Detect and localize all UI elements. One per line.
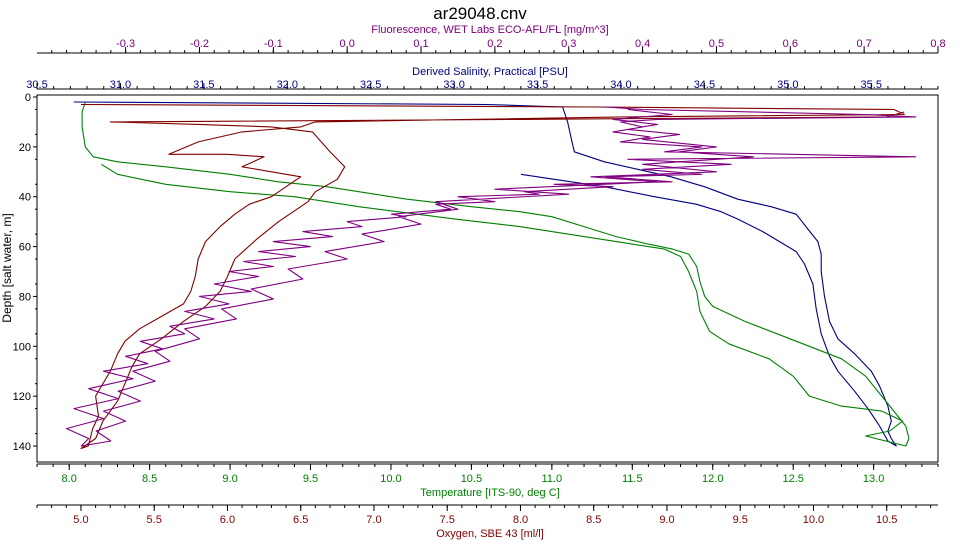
x-axis-title: Oxygen, SBE 43 [ml/l] — [436, 528, 544, 540]
x-tick-label: 8.0 — [513, 514, 528, 526]
x-tick-label: 34.5 — [694, 79, 715, 91]
y-axis: 0 20 40 60 80 100 120 140 — [13, 92, 37, 453]
x-tick-label: 5.5 — [147, 514, 162, 526]
y-tick-label: 0 — [25, 92, 31, 104]
x-tick-label: 10.5 — [876, 514, 897, 526]
plot-area-frame — [36, 94, 939, 463]
x-tick-label: 8.0 — [62, 473, 77, 485]
x-tick-label: 35.0 — [777, 79, 798, 91]
x-tick-label: 0.1 — [413, 38, 428, 50]
x-axis-salinity: 30.5 31.0 31.5 32.0 32.5 33.0 33.5 34.0 34.5 35.0… — [26, 66, 939, 91]
x-tick-label: 10.0 — [380, 473, 401, 485]
x-tick-label: 0.6 — [783, 38, 798, 50]
x-tick-label: 9.0 — [659, 514, 674, 526]
y-tick-label: 40 — [19, 192, 31, 204]
y-axis-label: Depth [salt water, m] — [0, 213, 14, 322]
x-tick-label: 9.0 — [222, 473, 237, 485]
x-tick-label: 6.5 — [293, 514, 308, 526]
series-line-oxygen — [80, 103, 905, 450]
x-tick-label: 9.5 — [303, 473, 318, 485]
x-tick-label: 9.5 — [733, 514, 748, 526]
x-tick-label: 11.5 — [622, 473, 643, 485]
x-tick-label: 10.5 — [461, 473, 482, 485]
x-tick-label: -0.3 — [116, 38, 135, 50]
y-tick-label: 100 — [13, 341, 31, 353]
series-line-fluorescence — [65, 106, 917, 447]
x-tick-label: -0.2 — [190, 38, 209, 50]
x-tick-label: 12.5 — [782, 473, 803, 485]
x-tick-label: 31.5 — [193, 79, 214, 91]
x-tick-label: 7.5 — [440, 514, 455, 526]
x-tick-label: 33.5 — [527, 79, 548, 91]
x-tick-label: 34.0 — [610, 79, 631, 91]
x-tick-label: 32.5 — [360, 79, 381, 91]
y-tick-label: 120 — [13, 391, 31, 403]
x-tick-label: 30.5 — [26, 79, 47, 91]
y-tick-label: 80 — [19, 291, 31, 303]
series-layer — [65, 101, 917, 450]
y-tick-label: 60 — [19, 242, 31, 254]
x-tick-label: 11.0 — [542, 473, 563, 485]
x-tick-label: 0.0 — [340, 38, 355, 50]
x-tick-label: 8.5 — [142, 473, 157, 485]
x-tick-label: 0.7 — [856, 38, 871, 50]
x-tick-label: 13.0 — [863, 473, 884, 485]
x-axis-title: Derived Salinity, Practical [PSU] — [412, 66, 568, 78]
x-axis-title: Fluorescence, WET Labs ECO-AFL/FL [mg/m^… — [371, 24, 608, 36]
x-tick-label: 32.0 — [277, 79, 298, 91]
x-tick-label: 0.4 — [635, 38, 650, 50]
x-tick-label: 5.0 — [73, 514, 88, 526]
x-axis-oxygen: 5.0 5.5 6.0 6.5 7.0 7.5 8.0 8.5 9.0 9.5 10.0 10.5 Ox… — [36, 504, 938, 540]
x-tick-label: 33.0 — [443, 79, 464, 91]
chart-title: ar29048.cnv — [433, 4, 527, 23]
y-tick-label: 140 — [13, 441, 31, 453]
x-tick-label: 10.0 — [803, 514, 824, 526]
x-axis-title: Temperature [ITS-90, deg C] — [420, 487, 559, 499]
x-tick-label: 35.5 — [861, 79, 882, 91]
x-tick-label: 31.0 — [110, 79, 131, 91]
y-tick-label: 20 — [19, 142, 31, 154]
x-tick-label: 7.0 — [366, 514, 381, 526]
x-tick-label: -0.1 — [264, 38, 283, 50]
x-tick-label: 6.0 — [220, 514, 235, 526]
x-axis-fluorescence: -0.3 -0.2 -0.1 0.0 0.1 0.2 0.3 0.4 0.5 0.6 0.7 0.8 F… — [37, 24, 946, 54]
x-tick-label: 0.3 — [561, 38, 576, 50]
x-tick-label: 0.8 — [930, 38, 945, 50]
x-tick-label: 0.5 — [709, 38, 724, 50]
x-tick-label: 0.2 — [487, 38, 502, 50]
x-tick-label: 8.5 — [586, 514, 601, 526]
x-tick-label: 12.0 — [702, 473, 723, 485]
series-line-temperature — [81, 101, 910, 447]
x-axis-temperature: 8.0 8.5 9.0 9.5 10.0 10.5 11.0 11.5 12.0 12.5 13.0… — [36, 463, 939, 499]
x-axes: -0.3 -0.2 -0.1 0.0 0.1 0.2 0.3 0.4 0.5 0.6 0.7 0.8 F… — [26, 24, 945, 540]
